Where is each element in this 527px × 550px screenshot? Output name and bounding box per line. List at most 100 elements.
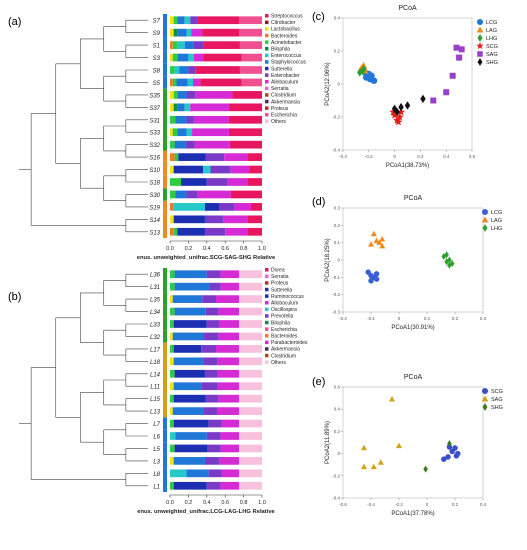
bar-segment	[203, 407, 218, 415]
bar-segment	[239, 332, 262, 341]
bar-segment	[170, 28, 174, 37]
x-tick-label: -0.2	[365, 154, 373, 159]
bar-segment	[228, 128, 262, 137]
bar-segment	[170, 407, 173, 415]
bar-segment	[228, 115, 262, 124]
point-triangle	[481, 216, 489, 223]
legend-swatch	[265, 40, 269, 44]
sample-label: L35	[150, 298, 161, 304]
sample-label: L5	[153, 447, 160, 453]
group-color-marker	[163, 305, 167, 318]
x-tick-label: -0.1	[367, 316, 375, 321]
legend-swatch	[265, 307, 269, 312]
point-star	[393, 116, 402, 124]
point-star	[390, 111, 399, 119]
bar-segment	[174, 153, 179, 161]
sample-label: L15	[150, 397, 161, 403]
point-circle	[373, 271, 380, 277]
bar-segment	[173, 457, 205, 465]
bar-segment	[170, 115, 176, 124]
bar-segment	[186, 28, 192, 37]
group-color-marker	[163, 101, 167, 114]
sample-label: L14	[150, 372, 161, 378]
legend-swatch	[265, 33, 269, 38]
bar-segment	[204, 369, 218, 378]
legend-swatch	[265, 86, 269, 91]
bar-segment	[170, 357, 174, 366]
bar-segment	[193, 78, 201, 87]
bar-segment	[177, 91, 187, 99]
sample-label: L3	[153, 459, 160, 465]
bar-segment	[170, 91, 174, 99]
sample-label: L1	[153, 484, 160, 490]
bar-segment	[239, 444, 262, 453]
panel-label-c: (c)	[312, 11, 325, 23]
bar-segment	[170, 369, 175, 378]
x-tick-label: 0.2	[452, 316, 459, 321]
x-tick-label: 0.6	[221, 246, 229, 252]
bar-segment	[208, 469, 222, 478]
point-star	[397, 107, 406, 116]
bar-segment	[172, 128, 178, 137]
bar-segment	[193, 53, 204, 62]
legend-swatch	[265, 353, 269, 358]
legend-entry: SAG	[491, 397, 503, 403]
bar-segment	[170, 332, 173, 341]
bar-segment	[190, 16, 198, 25]
bar-segment	[220, 432, 239, 440]
bar-segment	[197, 190, 231, 199]
y-tick-label: 0.4	[334, 407, 341, 412]
bar-segment	[219, 203, 235, 211]
sample-label: S35	[149, 93, 160, 99]
x-tick-label: 0.4	[443, 154, 450, 159]
bar-segment	[239, 394, 262, 403]
legend-swatch	[265, 287, 269, 292]
x-tick-label: 0.6	[221, 500, 229, 506]
bar-segment	[204, 332, 219, 341]
group-color-marker	[163, 225, 167, 238]
bar-segment	[206, 320, 220, 328]
y-tick-label: 0	[337, 258, 340, 263]
group-color-marker	[163, 367, 167, 380]
legend-entry: Others	[271, 360, 287, 366]
bar-segment	[204, 457, 220, 465]
bar-segment	[197, 16, 239, 25]
y-tick-label: 0	[337, 451, 340, 456]
x-tick-label: 0	[398, 316, 401, 321]
group-color-marker	[163, 280, 167, 293]
bar-segment	[170, 432, 176, 440]
group-color-marker	[163, 467, 167, 480]
legend-entry: LHG	[486, 36, 497, 42]
legend-entry: SCG	[486, 44, 498, 50]
bar-segment	[174, 270, 207, 279]
bar-segment	[186, 128, 193, 137]
bar-segment	[227, 178, 248, 186]
sample-label: L34	[150, 310, 161, 316]
point-square	[430, 97, 437, 104]
group-color-marker	[163, 454, 167, 468]
point-circle	[481, 387, 489, 395]
bar-segment	[239, 419, 262, 428]
legend-entry: Streptococcus	[271, 14, 303, 20]
bar-segment	[208, 419, 222, 428]
bar-segment	[191, 28, 203, 37]
bar-segment	[217, 382, 239, 391]
bar-segment	[247, 227, 262, 236]
x-tick-label: 0.0	[166, 500, 174, 506]
legend-entry: SAG	[486, 52, 498, 58]
bar-segment	[170, 345, 174, 353]
x-axis-label: enus. unweighted_unifrac.SCG-SAG-SHG Rel…	[137, 255, 276, 261]
bar-segment	[170, 282, 175, 291]
x-tick-label: 0	[393, 154, 396, 159]
bar-segment	[239, 369, 262, 378]
bar-segment	[224, 153, 248, 161]
bar-segment	[177, 128, 187, 137]
legend-entry: Bilophila	[271, 47, 290, 53]
bar-segment	[203, 357, 218, 366]
group-color-marker	[163, 113, 167, 126]
point-diamond	[482, 403, 488, 411]
legend-swatch	[265, 281, 269, 285]
point-diamond	[477, 34, 483, 42]
bar-segment	[217, 357, 239, 366]
